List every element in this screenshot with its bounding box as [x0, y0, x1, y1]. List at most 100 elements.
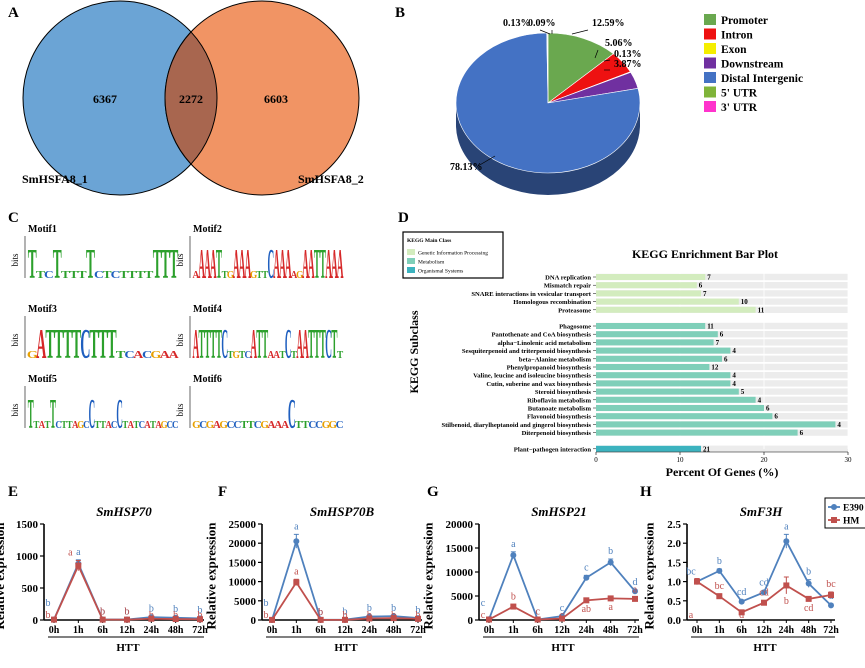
expression-line-charts: SmHSP70 0 500 1000 1500 0h 1h 6h 12h 24h 48h 72h HTT…	[0, 497, 865, 654]
data-point-e390	[632, 588, 638, 595]
motif-name: Motif4	[193, 304, 222, 315]
pie-slice	[547, 32, 614, 104]
line-chart-x-tick-label: 6h	[532, 625, 543, 636]
motif-letter: T	[302, 419, 310, 431]
data-point-e390	[738, 598, 745, 605]
data-point-hm	[172, 616, 179, 623]
significance-letter: b	[367, 610, 372, 621]
kegg-term-label: Valine, leucine and isoleucine biosynthe…	[473, 373, 591, 380]
motif-letter: G	[77, 419, 84, 431]
line-chart-x-tick-label: 72h	[823, 625, 839, 636]
motif-name: Motif3	[28, 304, 57, 315]
line-chart-x-tick-label: 48h	[603, 625, 619, 636]
kegg-term-label: Stilbenoid, diarylheptanoid and gingerol…	[441, 422, 591, 429]
pie-legend-label: Distal Intergenic	[721, 73, 803, 85]
line-chart-y-tick-label: 20000	[446, 519, 474, 531]
kegg-term-label: Riboflavin metabolism	[527, 397, 591, 404]
motif-letter: T	[279, 349, 285, 361]
motif-letter: C	[254, 419, 262, 431]
motif-letter: C	[139, 419, 145, 431]
motif-letter: C	[166, 419, 172, 431]
venn-right-label: SmHSFA8_2	[298, 172, 364, 186]
significance-letter: b	[343, 607, 348, 618]
motif-letter: G	[233, 349, 240, 361]
significance-letter: c	[584, 562, 589, 573]
data-point-hm	[805, 595, 812, 602]
line-chart-x-tick-label: 72h	[192, 625, 208, 636]
motif-letter: A	[273, 241, 280, 288]
venn-left-count: 6367	[93, 92, 117, 106]
kegg-bar-count: 11	[707, 323, 714, 331]
line-chart-y-tick-label: 1.0	[667, 577, 681, 589]
motif-letter: C	[142, 348, 152, 360]
line-chart-x-tick-label: 6h	[315, 625, 326, 636]
data-point-e390	[783, 538, 790, 545]
kegg-bar-count: 21	[703, 445, 711, 453]
data-point-hm	[486, 616, 492, 623]
kegg-bar	[596, 282, 697, 289]
motif-letter: G	[161, 419, 168, 431]
kegg-bar	[596, 396, 756, 403]
kegg-bar	[596, 298, 739, 305]
significance-letter: b	[149, 603, 154, 614]
line-chart-x-tick-label: 12h	[119, 625, 135, 636]
line-chart-y-tick-label: 10000	[446, 567, 474, 579]
line-chart-y-tick-label: 1.5	[667, 557, 681, 569]
motif-letter: C	[308, 419, 316, 431]
motif-letter: A	[274, 419, 282, 431]
kegg-bar	[596, 339, 714, 346]
venn-diagram: 6367 2272 6603 SmHSFA8_1 SmHSFA8_2	[22, 0, 364, 196]
line-legend-marker	[831, 504, 837, 510]
kegg-bar	[596, 429, 798, 436]
significance-letter: c	[481, 610, 486, 621]
motif-letter: C	[80, 320, 90, 367]
motif-ylabel: bits	[10, 333, 20, 347]
data-point-e390	[510, 552, 517, 559]
kegg-bar-count: 6	[699, 282, 703, 290]
significance-letter: a	[689, 610, 694, 621]
motif-letter: A	[155, 419, 162, 431]
data-point-hm	[632, 595, 638, 602]
line-chart-xlabel: HTT	[551, 642, 575, 654]
kegg-bar-count: 7	[707, 274, 711, 282]
data-point-e390	[607, 559, 614, 566]
motif-letter: T	[210, 321, 216, 368]
kegg-x-tick-label: 0	[594, 456, 598, 464]
motif-letter: T	[89, 320, 99, 367]
kegg-bar-count: 4	[732, 372, 736, 380]
motif-letter: T	[45, 320, 55, 367]
kegg-bar-count: 4	[758, 396, 762, 404]
motif-letter: A	[213, 419, 221, 431]
line-chart-y-tick-label: 10000	[229, 577, 257, 589]
motif-letter: C	[111, 419, 117, 431]
kegg-row-band	[596, 363, 848, 371]
line-chart-x-tick-label: 72h	[627, 625, 643, 636]
motif-letter: T	[28, 391, 34, 438]
motif-letter: A	[105, 419, 112, 431]
motif-ylabel: bits	[175, 403, 185, 417]
line-chart-x-tick-label: 1h	[714, 625, 725, 636]
line-chart-ylabel: Relative expression	[0, 522, 7, 630]
motif-letter: A	[233, 241, 240, 288]
significance-letter: b	[391, 603, 396, 614]
data-point-hm	[607, 595, 614, 602]
motif-letter: T	[222, 269, 228, 281]
motif-letter: C	[172, 419, 178, 431]
data-point-hm	[124, 616, 130, 623]
motif-letter: A	[273, 349, 280, 361]
motif-ylabel: bits	[175, 333, 185, 347]
line-chart-x-tick-label: 0h	[484, 625, 495, 636]
kegg-bar	[596, 306, 756, 313]
data-point-e390	[716, 567, 723, 574]
data-point-hm	[75, 562, 82, 569]
motif-letter: A	[302, 321, 309, 368]
motif-letter: T	[150, 419, 156, 431]
line-legend-label: E390	[843, 504, 864, 514]
kegg-row-band	[596, 339, 848, 346]
significance-letter: b	[125, 606, 130, 617]
significance-letter: b	[46, 598, 51, 609]
motif-letter: T	[61, 268, 70, 281]
line-chart-x-tick-label: 24h	[144, 625, 160, 636]
significance-letter: b	[100, 607, 105, 618]
significance-letter: c	[560, 603, 565, 614]
